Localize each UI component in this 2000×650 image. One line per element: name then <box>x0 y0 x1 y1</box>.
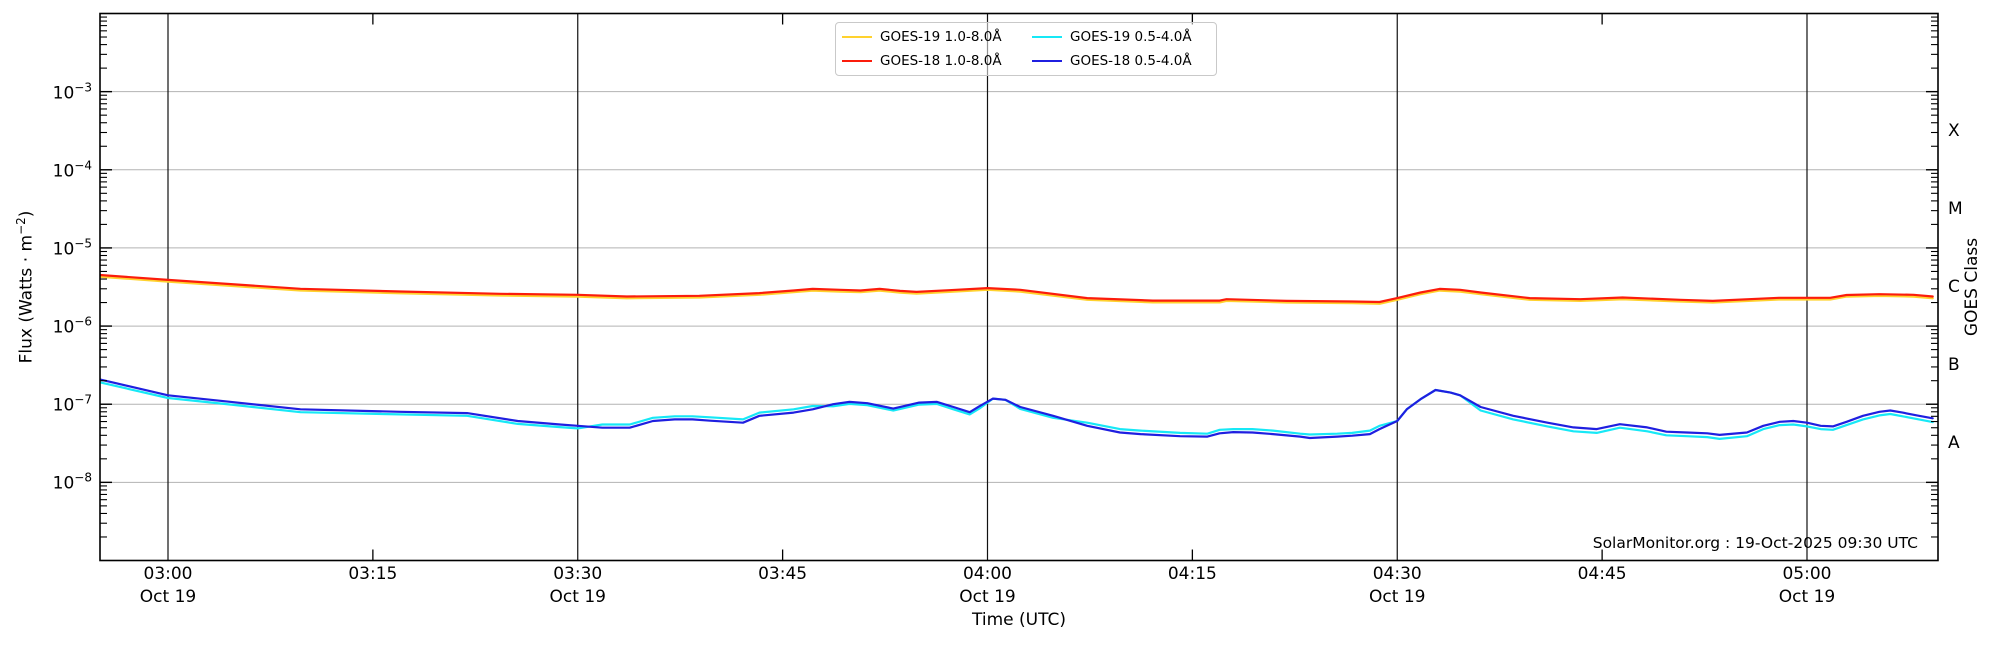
x-tick-label: 05:00 <box>1782 564 1832 584</box>
series-goes-18-0-5-4-0a <box>100 378 1934 440</box>
legend-item-goes19-short: GOES-19 0.5-4.0Å <box>1032 29 1210 45</box>
y-tick-label: 10−3 <box>52 80 92 103</box>
goes19-short-swatch-icon <box>1032 36 1062 38</box>
goes18-short-swatch-icon <box>1032 60 1062 62</box>
series-goes-18-1-0-8-0a <box>100 273 1934 304</box>
x-tick-label: 04:45 <box>1577 564 1627 584</box>
y-tick-label: 10−6 <box>52 314 92 338</box>
x-tick-label: 04:00 <box>962 564 1012 584</box>
goes-class-letter: C <box>1948 277 1960 297</box>
x-tick-label: 03:15 <box>348 564 398 584</box>
series-goes-19-0-5-4-0a <box>100 381 1934 440</box>
y-tick-label: 10−5 <box>52 236 92 260</box>
goes-class-letter: A <box>1948 433 1960 454</box>
x-tick-label: 03:45 <box>758 564 808 584</box>
x-tick-date: Oct 19 <box>959 587 1016 607</box>
y-tick-label: 10−7 <box>52 392 92 416</box>
legend-box: GOES-19 1.0-8.0Å GOES-19 0.5-4.0Å GOES-1… <box>835 22 1217 76</box>
x-tick-date: Oct 19 <box>1369 587 1426 607</box>
x-tick-date: Oct 19 <box>549 587 606 607</box>
y-axis-title: Flux (Watts · m−2) <box>14 210 37 364</box>
solarmonitor-annotation: SolarMonitor.org : 19-Oct-2025 09:30 UTC <box>1592 534 1918 552</box>
x-tick-label: 04:30 <box>1372 564 1422 584</box>
goes-class-axis-title: GOES Class <box>1962 237 1982 337</box>
legend-item-goes18-short: GOES-18 0.5-4.0Å <box>1032 53 1210 69</box>
goes-class-letter: X <box>1948 120 1960 141</box>
x-tick-label: 04:15 <box>1167 564 1217 584</box>
legend-item-goes19-long: GOES-19 1.0-8.0Å <box>842 29 1032 45</box>
y-tick-label: 10−8 <box>52 471 92 494</box>
x-axis-title: Time (UTC) <box>972 610 1066 630</box>
x-tick-date: Oct 19 <box>1778 587 1836 607</box>
x-tick-date: Oct 19 <box>139 587 197 607</box>
series-group <box>100 273 1934 440</box>
goes18-long-swatch-icon <box>842 60 872 62</box>
series-goes-19-1-0-8-0a <box>100 275 1934 305</box>
x-tick-label: 03:30 <box>553 564 603 584</box>
legend-label: GOES-19 0.5-4.0Å <box>1070 29 1192 45</box>
goes-class-letter: M <box>1948 198 1963 219</box>
legend-label: GOES-18 0.5-4.0Å <box>1070 53 1192 69</box>
y-tick-label: 10−4 <box>52 158 92 182</box>
legend-item-goes18-long: GOES-18 1.0-8.0Å <box>842 53 1032 69</box>
legend-label: GOES-18 1.0-8.0Å <box>880 53 1002 69</box>
goes-class-letter: B <box>1948 355 1960 376</box>
axes-spines <box>99 12 1939 562</box>
goes19-long-swatch-icon <box>842 36 872 38</box>
legend-label: GOES-19 1.0-8.0Å <box>880 29 1002 45</box>
x-tick-label: 03:00 <box>143 564 193 584</box>
